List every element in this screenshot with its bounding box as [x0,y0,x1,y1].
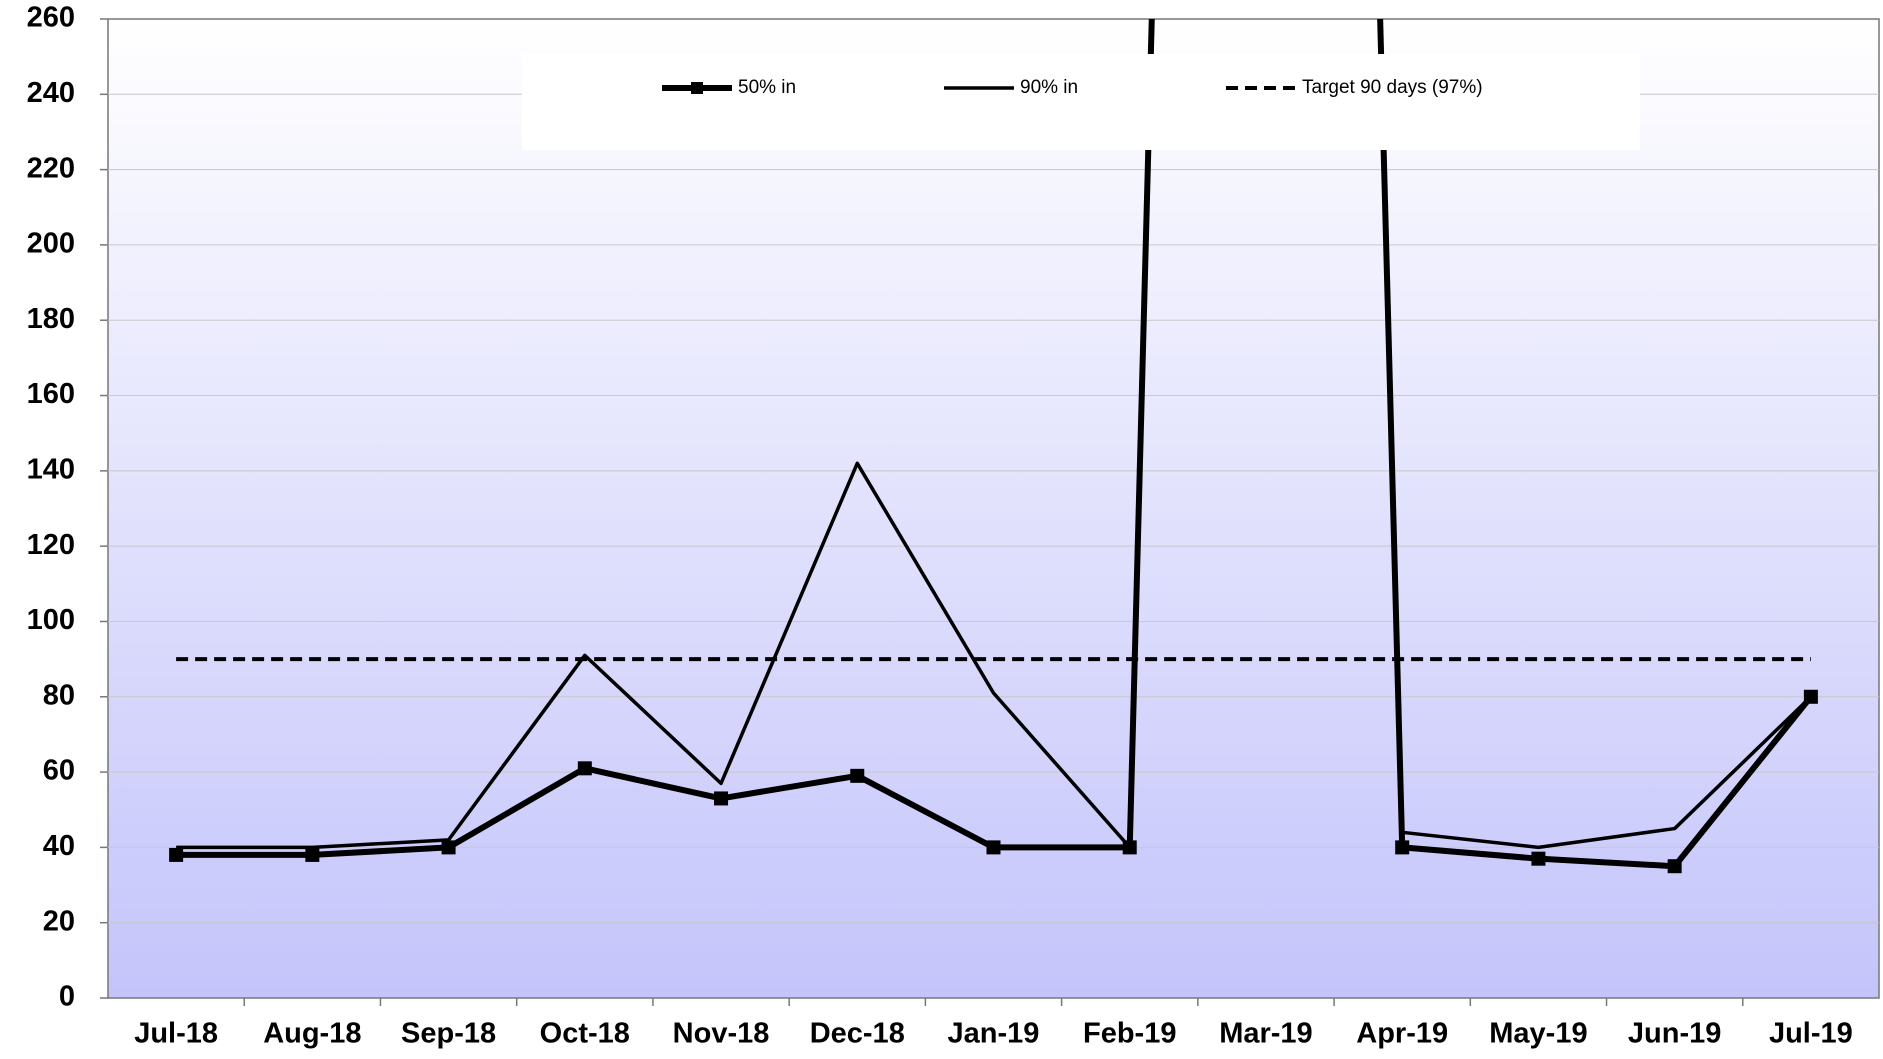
y-tick-label: 60 [43,755,75,787]
x-tick-label: Aug-18 [263,1018,361,1050]
marker [1395,840,1410,855]
x-tick-label: Feb-19 [1083,1018,1176,1050]
y-tick-label: 160 [27,378,75,410]
legend-box [522,54,1640,150]
marker [441,840,456,855]
y-tick-label: 40 [43,830,75,862]
marker [986,840,1001,855]
x-tick-label: Sep-18 [401,1018,496,1050]
marker [850,768,865,783]
legend-label: Target 90 days (97%) [1302,77,1483,98]
x-tick-label: Jul-18 [134,1018,218,1050]
series-line [176,461,1813,850]
x-tick-label: Jan-19 [948,1018,1040,1050]
y-tick-label: 80 [43,679,75,711]
marker [305,847,320,862]
x-tick-label: Oct-18 [540,1018,630,1050]
x-tick-label: Apr-19 [1356,1018,1448,1050]
x-tick-label: Mar-19 [1219,1018,1313,1050]
y-tick-label: 260 [27,2,75,34]
x-tick-label: Jun-19 [1628,1018,1721,1050]
marker [169,847,184,862]
x-tick-label: Nov-18 [673,1018,770,1050]
x-tick-label: Jul-19 [1769,1018,1853,1050]
marker [1667,859,1682,874]
marker [1531,851,1546,866]
x-tick-label: May-19 [1489,1018,1587,1050]
y-tick-label: 240 [27,77,75,109]
y-tick-label: 20 [43,905,75,937]
y-tick-label: 0 [59,981,75,1013]
marker [577,761,592,776]
y-tick-label: 140 [27,454,75,486]
legend-label: 90% in [1020,77,1078,98]
y-tick-label: 220 [27,152,75,184]
plot-area [107,18,1880,999]
y-tick-label: 200 [27,228,75,260]
y-tick-label: 180 [27,303,75,335]
y-tick-label: 120 [27,529,75,561]
legend-label: 50% in [738,77,796,98]
marker [714,791,729,806]
legend-marker [691,82,703,94]
x-tick-label: Dec-18 [810,1018,905,1050]
y-tick-label: 100 [27,604,75,636]
